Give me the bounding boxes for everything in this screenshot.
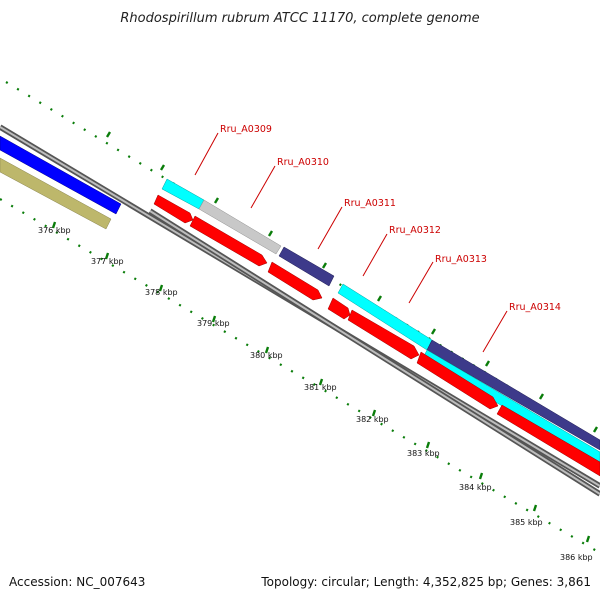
gene-label[interactable]: Rru_A0313 [435,254,487,265]
tick-label: 383 kbp [407,449,440,458]
gene-label[interactable]: Rru_A0309 [220,124,272,135]
inner-major-ticks [51,221,591,543]
gene-red-3[interactable] [267,261,323,301]
tick-label: 380 kbp [250,351,283,360]
backbone-lower [148,208,600,497]
gene-red-1[interactable] [153,194,194,224]
gene-label[interactable]: Rru_A0314 [509,302,561,313]
gene-label[interactable]: Rru_A0310 [277,157,329,168]
gene-red-7[interactable] [496,404,600,477]
tick-label: 376 kbp [38,226,71,235]
tick-label: 386 kbp [560,553,593,562]
gene-red-6[interactable] [416,351,499,410]
olive-feature-track [0,157,112,230]
topology-summary-text: Topology: circular; Length: 4,352,825 bp… [260,575,591,589]
tick-label: 385 kbp [510,518,543,527]
tick-label: 379 kbp [197,319,230,328]
gene-cyan-long[interactable] [421,349,600,463]
tick-label: 378 kbp [145,288,178,297]
map-title: Rhodospirillum rubrum ATCC 11170, comple… [120,11,479,26]
tick-label: 382 kbp [356,415,389,424]
tick-labels: 376 kbp 377 kbp 378 kbp 379 kbp 380 kbp … [38,226,593,562]
blue-feature-track [0,135,122,215]
gene-labels: Rru_A0309 Rru_A0310 Rru_A0311 Rru_A0312 … [220,124,561,313]
accession-text: Accession: NC_007643 [9,575,145,589]
gene-red-2[interactable] [189,215,268,267]
gene-rru-a0310-pseudo[interactable] [198,199,282,255]
gene-rru-a0314[interactable] [426,339,600,451]
inner-dotted-scale [0,198,600,554]
tick-label: 384 kbp [459,483,492,492]
gene-rru-a0311[interactable] [278,246,335,287]
gene-label[interactable]: Rru_A0311 [344,198,396,209]
gene-label[interactable]: Rru_A0312 [389,225,441,236]
gene-label-leaders [194,132,508,353]
tick-label: 381 kbp [304,383,337,392]
gene-red-4[interactable] [327,297,351,320]
outer-major-ticks [105,131,599,433]
tick-label: 377 kbp [91,257,124,266]
gene-red-5[interactable] [347,309,420,360]
